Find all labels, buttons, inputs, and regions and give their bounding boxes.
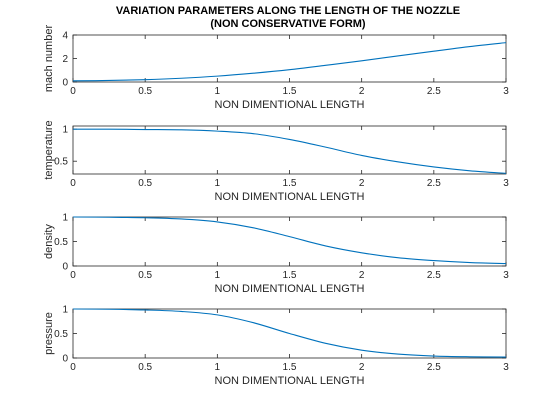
x-tick-label: 2 <box>359 362 365 373</box>
x-axis-label: NON DIMENTIONAL LENGTH <box>215 191 365 203</box>
y-axis-label: density <box>43 224 55 259</box>
x-tick-label: 1.5 <box>283 178 297 189</box>
y-tick-label: 0.5 <box>54 237 68 248</box>
x-tick-label: 0 <box>70 178 76 189</box>
y-tick-label: 0.5 <box>54 329 68 340</box>
x-tick-label: 2.5 <box>427 86 441 97</box>
x-axis-label: NON DIMENTIONAL LENGTH <box>215 375 365 387</box>
x-tick-label: 0.5 <box>138 86 152 97</box>
x-tick-label: 1.5 <box>283 362 297 373</box>
y-tick-label: 4 <box>62 31 68 42</box>
x-tick-label: 2 <box>359 178 365 189</box>
x-tick-label: 0 <box>70 362 76 373</box>
y-tick-label: 1 <box>62 125 68 136</box>
x-axis-label: NON DIMENTIONAL LENGTH <box>215 283 365 295</box>
subplot-1: 0 0.5 1 1.5 2 2.5 3 0 2 4 NON DIMENTIONAL LENGTH ma… <box>43 25 509 111</box>
y-tick-label: 1 <box>62 213 68 224</box>
y-axis-label: temperature <box>43 120 55 179</box>
x-tick-label: 3 <box>503 362 509 373</box>
subplot-4: 0 0.5 1 1.5 2 2.5 3 0 0.5 1 NON DIMENTIONAL LENGTH… <box>43 305 509 388</box>
data-line <box>72 308 507 358</box>
x-tick-label: 2.5 <box>427 362 441 373</box>
y-tick-label: 2 <box>62 54 68 65</box>
y-tick-label: 0 <box>62 78 68 89</box>
x-tick-label: 2 <box>359 86 365 97</box>
data-line <box>72 128 507 174</box>
data-line <box>72 42 507 82</box>
x-tick-label: 3 <box>503 178 509 189</box>
subplot-3: 0 0.5 1 1.5 2 2.5 3 0 0.5 1 NON DIMENTIONAL LENGTH… <box>43 213 509 296</box>
y-tick-label: 1 <box>62 305 68 316</box>
x-tick-label: 1.5 <box>283 86 297 97</box>
axes-box <box>72 216 507 267</box>
x-tick-label: 1 <box>215 362 221 373</box>
axes-box <box>72 125 507 175</box>
axes-box <box>72 34 507 83</box>
x-tick-label: 2.5 <box>427 270 441 281</box>
x-axis-label: NON DIMENTIONAL LENGTH <box>215 99 365 111</box>
x-tick-label: 0.5 <box>138 362 152 373</box>
x-tick-label: 2.5 <box>427 178 441 189</box>
y-tick-label: 0.5 <box>54 157 68 168</box>
x-tick-label: 0.5 <box>138 178 152 189</box>
x-tick-label: 1.5 <box>283 270 297 281</box>
y-tick-label: 0 <box>62 262 68 273</box>
chart-title-line-1: VARIATION PARAMETERS ALONG THE LENGTH OF… <box>116 5 460 17</box>
x-tick-label: 1 <box>215 178 221 189</box>
x-tick-label: 3 <box>503 270 509 281</box>
x-tick-label: 0 <box>70 270 76 281</box>
chart-title-line-2: (NON CONSERVATIVE FORM) <box>210 18 366 30</box>
x-tick-label: 1 <box>215 270 221 281</box>
y-tick-label: 0 <box>62 354 68 365</box>
y-axis-label: pressure <box>43 312 55 355</box>
x-tick-label: 3 <box>503 86 509 97</box>
x-tick-label: 2 <box>359 270 365 281</box>
data-line <box>72 216 507 265</box>
x-tick-label: 1 <box>215 86 221 97</box>
x-tick-label: 0 <box>70 86 76 97</box>
x-tick-label: 0.5 <box>138 270 152 281</box>
y-axis-label: mach number <box>43 25 55 93</box>
